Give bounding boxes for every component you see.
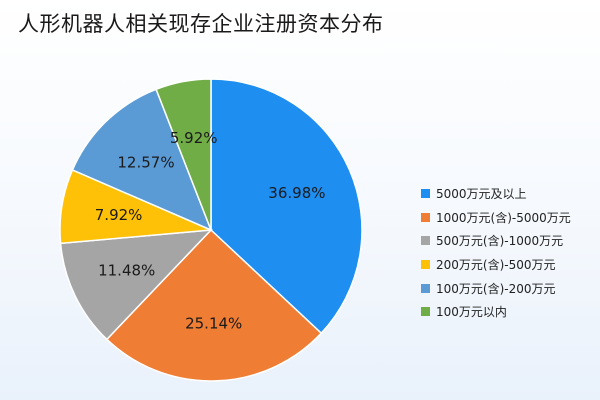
legend-swatch-5 (421, 307, 430, 317)
legend-label-4: 100万元(含)-200万元 (436, 281, 556, 296)
slice-data-label-1: 25.14% (185, 315, 242, 333)
legend-swatch-2 (421, 236, 430, 246)
pie-slice-2 (59, 229, 213, 341)
legend-label-1: 1000万元(含)-5000万元 (436, 210, 571, 225)
legend-item-3: 200万元(含)-500万元 (421, 253, 571, 277)
legend-swatch-0 (421, 189, 430, 199)
legend-label-3: 200万元(含)-500万元 (436, 258, 556, 273)
legend-label-5: 100万元以内 (436, 305, 507, 320)
pie-slice-4 (71, 88, 213, 232)
legend-swatch-1 (421, 212, 430, 222)
legend-item-5: 100万元以内 (421, 300, 571, 324)
legend-label-2: 500万元(含)-1000万元 (436, 234, 564, 249)
legend-item-1: 1000万元(含)-5000万元 (421, 206, 571, 230)
legend-item-2: 500万元(含)-1000万元 (421, 229, 571, 253)
legend: 5000万元及以上 1000万元(含)-5000万元 500万元(含)-1000万元… (421, 182, 571, 324)
legend-item-4: 100万元(含)-200万元 (421, 276, 571, 300)
legend-swatch-4 (421, 283, 430, 293)
chart-title: 人形机器人相关现存企业注册资本分布 (18, 12, 384, 36)
slice-data-label-4: 12.57% (117, 154, 174, 172)
pie-slice-0 (210, 78, 363, 335)
pie-slice-1 (105, 228, 323, 382)
legend-item-0: 5000万元及以上 (421, 182, 571, 206)
slice-data-label-0: 36.98% (268, 184, 325, 202)
slice-data-label-2: 11.48% (98, 262, 155, 280)
legend-label-0: 5000万元及以上 (436, 187, 527, 202)
slice-data-label-3: 7.92% (95, 206, 143, 224)
slice-data-label-5: 5.92% (170, 129, 218, 147)
pie-slice-5 (155, 78, 212, 231)
legend-swatch-3 (421, 260, 430, 270)
